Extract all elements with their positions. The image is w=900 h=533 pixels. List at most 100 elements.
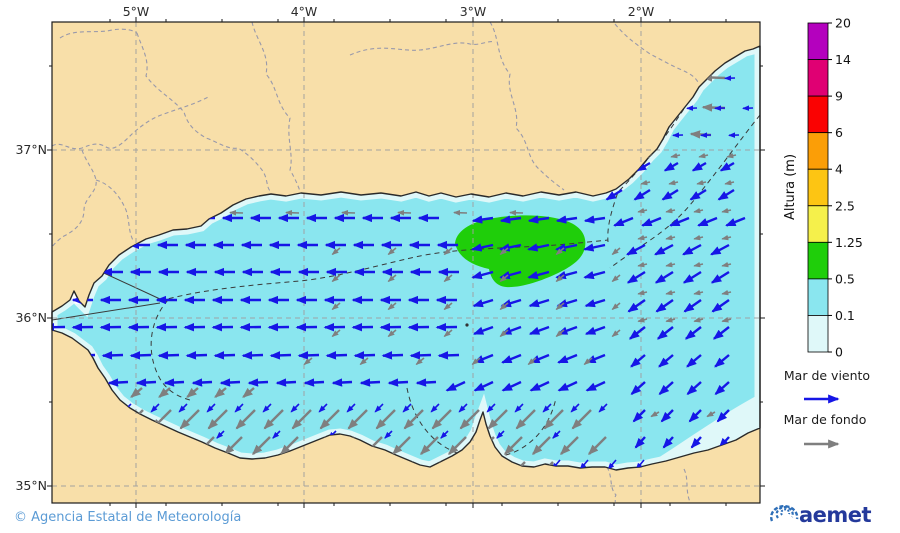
wind-sea-arrow bbox=[527, 215, 550, 224]
swell-arrow bbox=[650, 411, 660, 418]
wind-sea-arrow bbox=[234, 403, 244, 413]
colorbar-tick-label: 2.5 bbox=[835, 198, 855, 213]
swell-arrow bbox=[235, 409, 256, 430]
wind-sea-arrow bbox=[387, 378, 409, 387]
wind-sea-arrow bbox=[626, 243, 646, 256]
swell-arrow bbox=[721, 289, 732, 296]
lat-label-36n: 36°N bbox=[15, 310, 47, 325]
colorbar-tick-label: 9 bbox=[835, 89, 843, 104]
wind-sea-arrow bbox=[583, 215, 606, 224]
wind-sea-arrow bbox=[583, 243, 606, 252]
swell-arrow bbox=[499, 247, 509, 256]
province-border bbox=[136, 32, 271, 192]
colorbar: 20 14 9 6 4 2.5 1.25 0.5 0.1 0 bbox=[807, 16, 863, 360]
swell-arrow bbox=[527, 357, 537, 366]
axis-ticks bbox=[47, 17, 765, 508]
swell-arrow bbox=[459, 409, 480, 430]
swell-arrow bbox=[637, 317, 648, 323]
wind-sea-arrow bbox=[216, 430, 225, 439]
swell-arrow bbox=[670, 152, 681, 159]
swell-arrow bbox=[611, 329, 621, 338]
wind-sea-arrow bbox=[157, 351, 180, 360]
swell-arrow bbox=[504, 436, 523, 455]
wind-sea-arrow bbox=[717, 188, 735, 201]
swell-arrow bbox=[611, 247, 621, 256]
swell-arrow bbox=[158, 387, 171, 398]
swell-arrow bbox=[637, 207, 648, 214]
wind-sea-arrow bbox=[552, 430, 561, 439]
swell-arrow bbox=[291, 409, 312, 430]
wind-sea-arrow bbox=[630, 381, 646, 396]
wind-sea-arrow bbox=[634, 436, 646, 449]
wind-sea-arrow bbox=[458, 403, 468, 413]
wind-sea-arrow bbox=[690, 436, 702, 449]
wind-sea-arrow bbox=[635, 161, 651, 172]
colorbar-tick-label: 1.25 bbox=[835, 235, 863, 250]
colorbar-tick-label: 0.5 bbox=[835, 271, 855, 286]
colorbar-segment bbox=[807, 315, 829, 353]
map-border bbox=[51, 21, 761, 504]
province-border bbox=[51, 149, 97, 248]
swell-arrow bbox=[224, 436, 243, 455]
maritime-boundary bbox=[150, 299, 191, 401]
swell-arrow bbox=[443, 274, 453, 283]
wind-sea-arrow bbox=[656, 326, 674, 340]
wind-sea-arrow bbox=[440, 430, 449, 439]
wind-sea-arrow bbox=[542, 403, 552, 413]
wind-sea-arrow bbox=[557, 353, 578, 364]
wind-sea-arrow bbox=[501, 353, 522, 364]
wind-sea-arrow bbox=[247, 378, 269, 387]
wind-sea-arrow bbox=[496, 430, 505, 439]
colorbar-tick-label: 20 bbox=[835, 16, 851, 31]
wind-sea-arrow bbox=[185, 351, 208, 360]
wind-sea-arrow bbox=[486, 403, 496, 413]
colorbar-tick-label: 4 bbox=[835, 162, 843, 177]
wind-sea-arrow bbox=[633, 188, 651, 201]
colorbar-segment bbox=[807, 22, 829, 60]
wind-sea-arrow bbox=[583, 270, 606, 280]
swell-arrow bbox=[611, 302, 621, 311]
province-border bbox=[606, 466, 617, 503]
lat-label-37n: 37°N bbox=[15, 142, 47, 157]
wind-sea-arrow bbox=[297, 351, 320, 360]
wind-sea-arrow bbox=[514, 403, 524, 413]
wind-sea-arrow bbox=[471, 270, 494, 280]
colorbar-tick-label: 14 bbox=[835, 52, 851, 67]
swell-arrow bbox=[242, 387, 255, 398]
wind-sea-arrow bbox=[527, 243, 550, 252]
wind-sea-arrow bbox=[663, 161, 679, 172]
wind-sea-arrow bbox=[684, 326, 702, 340]
wind-sea-arrow bbox=[584, 325, 606, 335]
wind-sea-arrow bbox=[384, 430, 393, 439]
wind-sea-arrow bbox=[107, 378, 129, 387]
colorbar-tick-label: 0 bbox=[835, 345, 843, 360]
province-border bbox=[683, 468, 691, 503]
maritime-boundary bbox=[52, 302, 161, 321]
swell-arrow bbox=[443, 302, 453, 311]
wind-sea-arrow bbox=[471, 215, 494, 224]
colorbar-tick-label: 6 bbox=[835, 125, 843, 140]
swell-arrow bbox=[499, 329, 509, 338]
swell-arrow bbox=[359, 357, 369, 366]
wind-sea-arrow bbox=[135, 378, 157, 387]
wind-sea-arrow bbox=[714, 354, 730, 368]
wind-sea-arrow bbox=[661, 188, 679, 201]
province-border bbox=[95, 179, 135, 243]
wind-sea-arrow bbox=[669, 216, 690, 227]
wind-sea-arrow bbox=[290, 403, 300, 413]
wind-sea-arrow bbox=[206, 403, 216, 413]
wind-sea-arrow bbox=[613, 216, 634, 227]
swell-arrow bbox=[387, 247, 397, 256]
swell-arrow bbox=[698, 152, 709, 159]
province-border bbox=[51, 95, 211, 150]
wind-sea-arrow bbox=[626, 270, 646, 284]
wind-sea-arrow bbox=[415, 378, 437, 387]
province-borders bbox=[51, 21, 700, 503]
swell-arrow bbox=[319, 409, 340, 430]
wind-sea-arrow bbox=[101, 351, 124, 360]
swell-arrow bbox=[721, 317, 732, 323]
wind-sea-arrow bbox=[178, 403, 188, 413]
wind-sea-arrow bbox=[163, 378, 185, 387]
wind-sea-legend-label: Mar de viento bbox=[784, 368, 870, 383]
